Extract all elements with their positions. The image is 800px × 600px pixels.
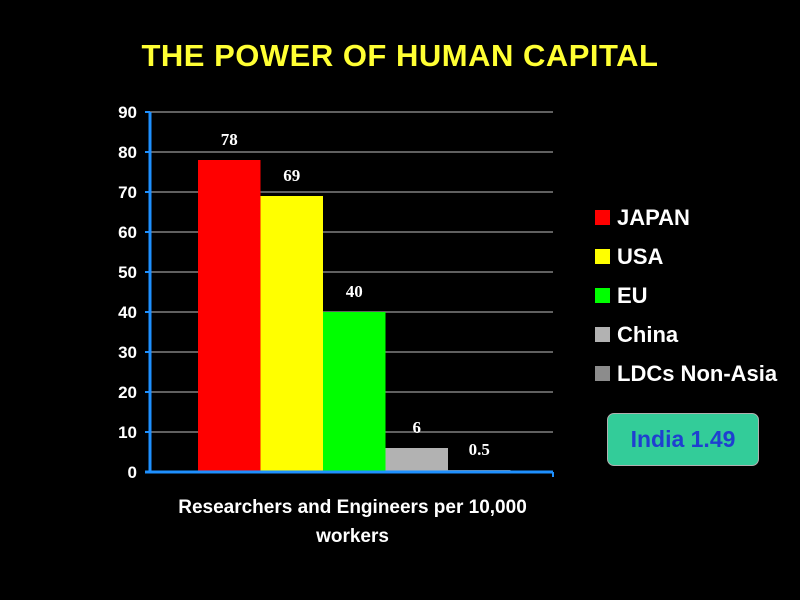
y-tick-label: 20 — [118, 383, 137, 402]
legend-item: EU — [595, 276, 777, 315]
y-tick-label: 80 — [118, 143, 137, 162]
axes: 0 10 20 30 40 50 60 70 80 90 — [118, 103, 554, 482]
bars — [198, 160, 511, 472]
legend-label: JAPAN — [617, 204, 690, 230]
legend-label: China — [617, 321, 679, 347]
y-tick-label: 10 — [118, 423, 137, 442]
bar-usa — [260, 196, 323, 472]
data-label-china: 6 — [413, 418, 422, 437]
legend-item: LDCs Non-Asia — [595, 354, 777, 393]
chart-title: THE POWER OF HUMAN CAPITAL — [141, 38, 659, 73]
y-tick-label: 60 — [118, 223, 137, 242]
legend-label: USA — [617, 243, 664, 269]
legend-label: LDCs Non-Asia — [617, 360, 778, 386]
legend-swatch — [595, 288, 610, 303]
y-tick-label: 50 — [118, 263, 137, 282]
bar-japan — [198, 160, 261, 472]
legend-item: China — [595, 315, 777, 354]
bar-eu — [323, 312, 386, 472]
legend: JAPAN USA EU China LDCs Non-Asia — [595, 198, 777, 393]
bar-china — [385, 448, 448, 472]
y-tick-label: 70 — [118, 183, 137, 202]
y-tick-label: 0 — [128, 463, 137, 482]
x-axis-label: Researchers and Engineers per 10,000 wor… — [178, 497, 527, 547]
legend-label: EU — [617, 282, 648, 308]
data-label-ldcs-non-asia: 0.5 — [469, 440, 490, 459]
y-tick-label: 40 — [118, 303, 137, 322]
legend-swatch — [595, 210, 610, 225]
legend-item: JAPAN — [595, 198, 777, 237]
legend-item: USA — [595, 237, 777, 276]
y-tick-label: 30 — [118, 343, 137, 362]
legend-swatch — [595, 327, 610, 342]
india-callout: India 1.49 — [607, 413, 759, 466]
data-label-usa: 69 — [283, 166, 300, 185]
legend-swatch — [595, 249, 610, 264]
data-labels: 78 69 40 6 0.5 — [221, 130, 490, 459]
data-label-japan: 78 — [221, 130, 238, 149]
legend-swatch — [595, 366, 610, 381]
y-tick-label: 90 — [118, 103, 137, 122]
data-label-eu: 40 — [346, 282, 363, 301]
